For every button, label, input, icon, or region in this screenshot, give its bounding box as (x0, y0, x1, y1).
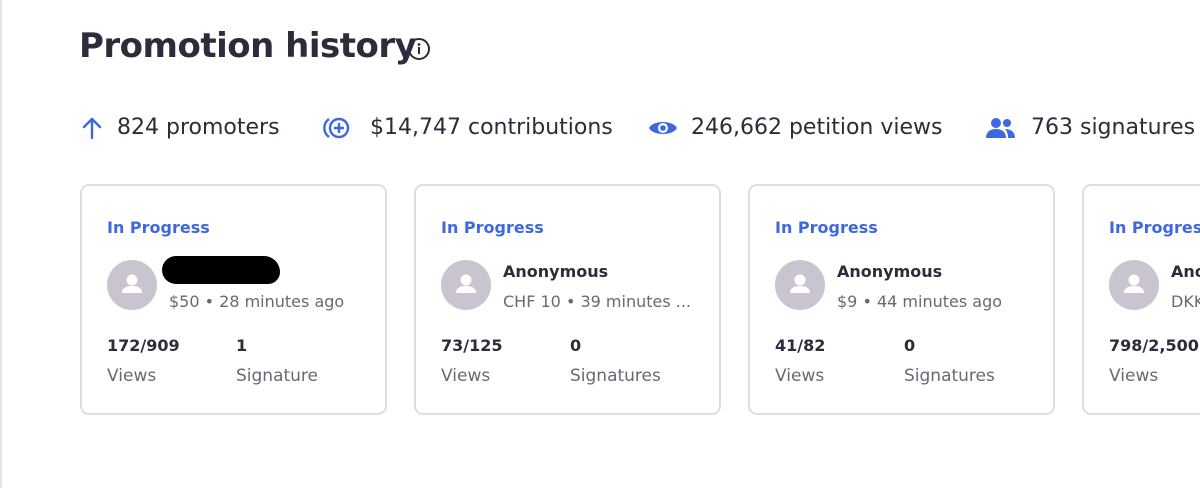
avatar (441, 260, 491, 310)
page-title: Promotion history (79, 26, 417, 66)
donor-name: Anonymous (1171, 262, 1200, 281)
stat-text: $14,747 contributions (370, 115, 613, 140)
info-icon[interactable] (406, 36, 432, 62)
avatar (1109, 260, 1159, 310)
signatures-count: 1 (236, 336, 248, 355)
stat-text: 246,662 petition views (691, 115, 943, 140)
detail: $50 • 28 minutes ago (169, 292, 345, 311)
status: In Progress (107, 218, 210, 237)
avatar-icon (456, 274, 476, 293)
stat-text: 763 signatures (1031, 115, 1196, 140)
detail: CHF 10 • 39 minutes ... (503, 292, 692, 311)
views-label: Views (1109, 366, 1159, 386)
promotion-card[interactable]: In Progress Anonymous DKK 798/2,500 Views (1082, 184, 1200, 415)
signatures-label: Signature (236, 366, 319, 386)
views-count: 41/82 (775, 336, 826, 355)
donor-name: Anonymous (503, 262, 609, 281)
signatures-label: Signatures (570, 366, 661, 386)
signatures-count: 0 (904, 336, 916, 355)
promotion-card[interactable]: In Progress Anonymous CHF 10 • 39 minutes … (414, 184, 721, 415)
views-count: 172/909 (107, 336, 180, 355)
avatar-icon (1124, 274, 1144, 293)
views-label: Views (775, 366, 825, 386)
arrow-up-icon (82, 117, 102, 140)
views-count: 798/2,500 (1109, 336, 1199, 355)
redaction (162, 256, 280, 284)
signatures-count: 0 (570, 336, 582, 355)
detail: $9 • 44 minutes ago (837, 292, 1003, 311)
avatar-icon (790, 274, 810, 293)
avatar (775, 260, 825, 310)
status: In Progress (1109, 218, 1200, 237)
status: In Progress (775, 218, 878, 237)
people-icon (986, 118, 1015, 138)
plus-circle-icon (323, 117, 350, 139)
promotion-card[interactable]: In Progress $50 • 28 minutes ago 172/909 Vi… (80, 184, 387, 415)
stat-text: 824 promoters (117, 115, 280, 140)
views-label: Views (441, 366, 491, 386)
signatures-label: Signatures (904, 366, 995, 386)
status: In Progress (441, 218, 544, 237)
views-count: 73/125 (441, 336, 503, 355)
avatar-icon (122, 274, 142, 293)
eye-icon (649, 122, 677, 134)
promotion-card[interactable]: In Progress Anonymous $9 • 44 minutes ago 4… (748, 184, 1055, 415)
views-label: Views (107, 366, 157, 386)
avatar (107, 260, 157, 310)
detail: DKK (1171, 292, 1200, 311)
donor-name: Anonymous (837, 262, 943, 281)
